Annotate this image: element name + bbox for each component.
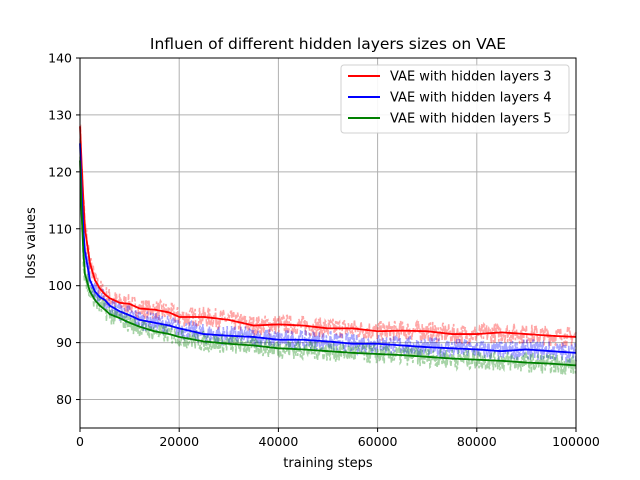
- x-axis-label: training steps: [283, 456, 373, 471]
- plot-frame: [79, 57, 577, 429]
- legend-label-1: VAE with hidden layers 3: [390, 70, 552, 85]
- series-3-raw-line: [79, 156, 577, 375]
- series-lines: [79, 126, 577, 367]
- y-tick-label: 120: [48, 164, 72, 179]
- legend-box: [340, 64, 570, 134]
- series-2-line: [79, 143, 577, 354]
- legend: VAE with hidden layers 3 VAE with hidden …: [340, 64, 570, 134]
- series-1-raw-line: [79, 124, 577, 349]
- x-tick-label: 80000: [457, 434, 497, 449]
- y-tick-label: 80: [56, 392, 72, 407]
- y-axis: 80 90 100 110 120 130 140: [48, 51, 80, 407]
- grid: [79, 57, 577, 428]
- legend-label-2: VAE with hidden layers 4: [390, 91, 552, 106]
- x-tick-label: 40000: [259, 434, 299, 449]
- series-3-line: [79, 160, 577, 367]
- y-tick-label: 90: [56, 335, 72, 350]
- y-tick-label: 130: [48, 107, 72, 122]
- x-tick-label: 100000: [552, 434, 600, 449]
- y-axis-label: loss values: [24, 207, 39, 279]
- series-1-line: [79, 126, 577, 338]
- legend-label-3: VAE with hidden layers 5: [390, 112, 552, 127]
- x-tick-label: 20000: [159, 434, 199, 449]
- chart-title: Influen of different hidden layers sizes…: [150, 35, 506, 53]
- x-axis: 0 20000 40000 60000 80000 100000: [76, 428, 600, 449]
- y-tick-label: 140: [48, 51, 72, 66]
- y-tick-label: 100: [48, 278, 72, 293]
- y-tick-label: 110: [48, 221, 72, 236]
- x-tick-label: 0: [76, 434, 84, 449]
- x-tick-label: 60000: [358, 434, 398, 449]
